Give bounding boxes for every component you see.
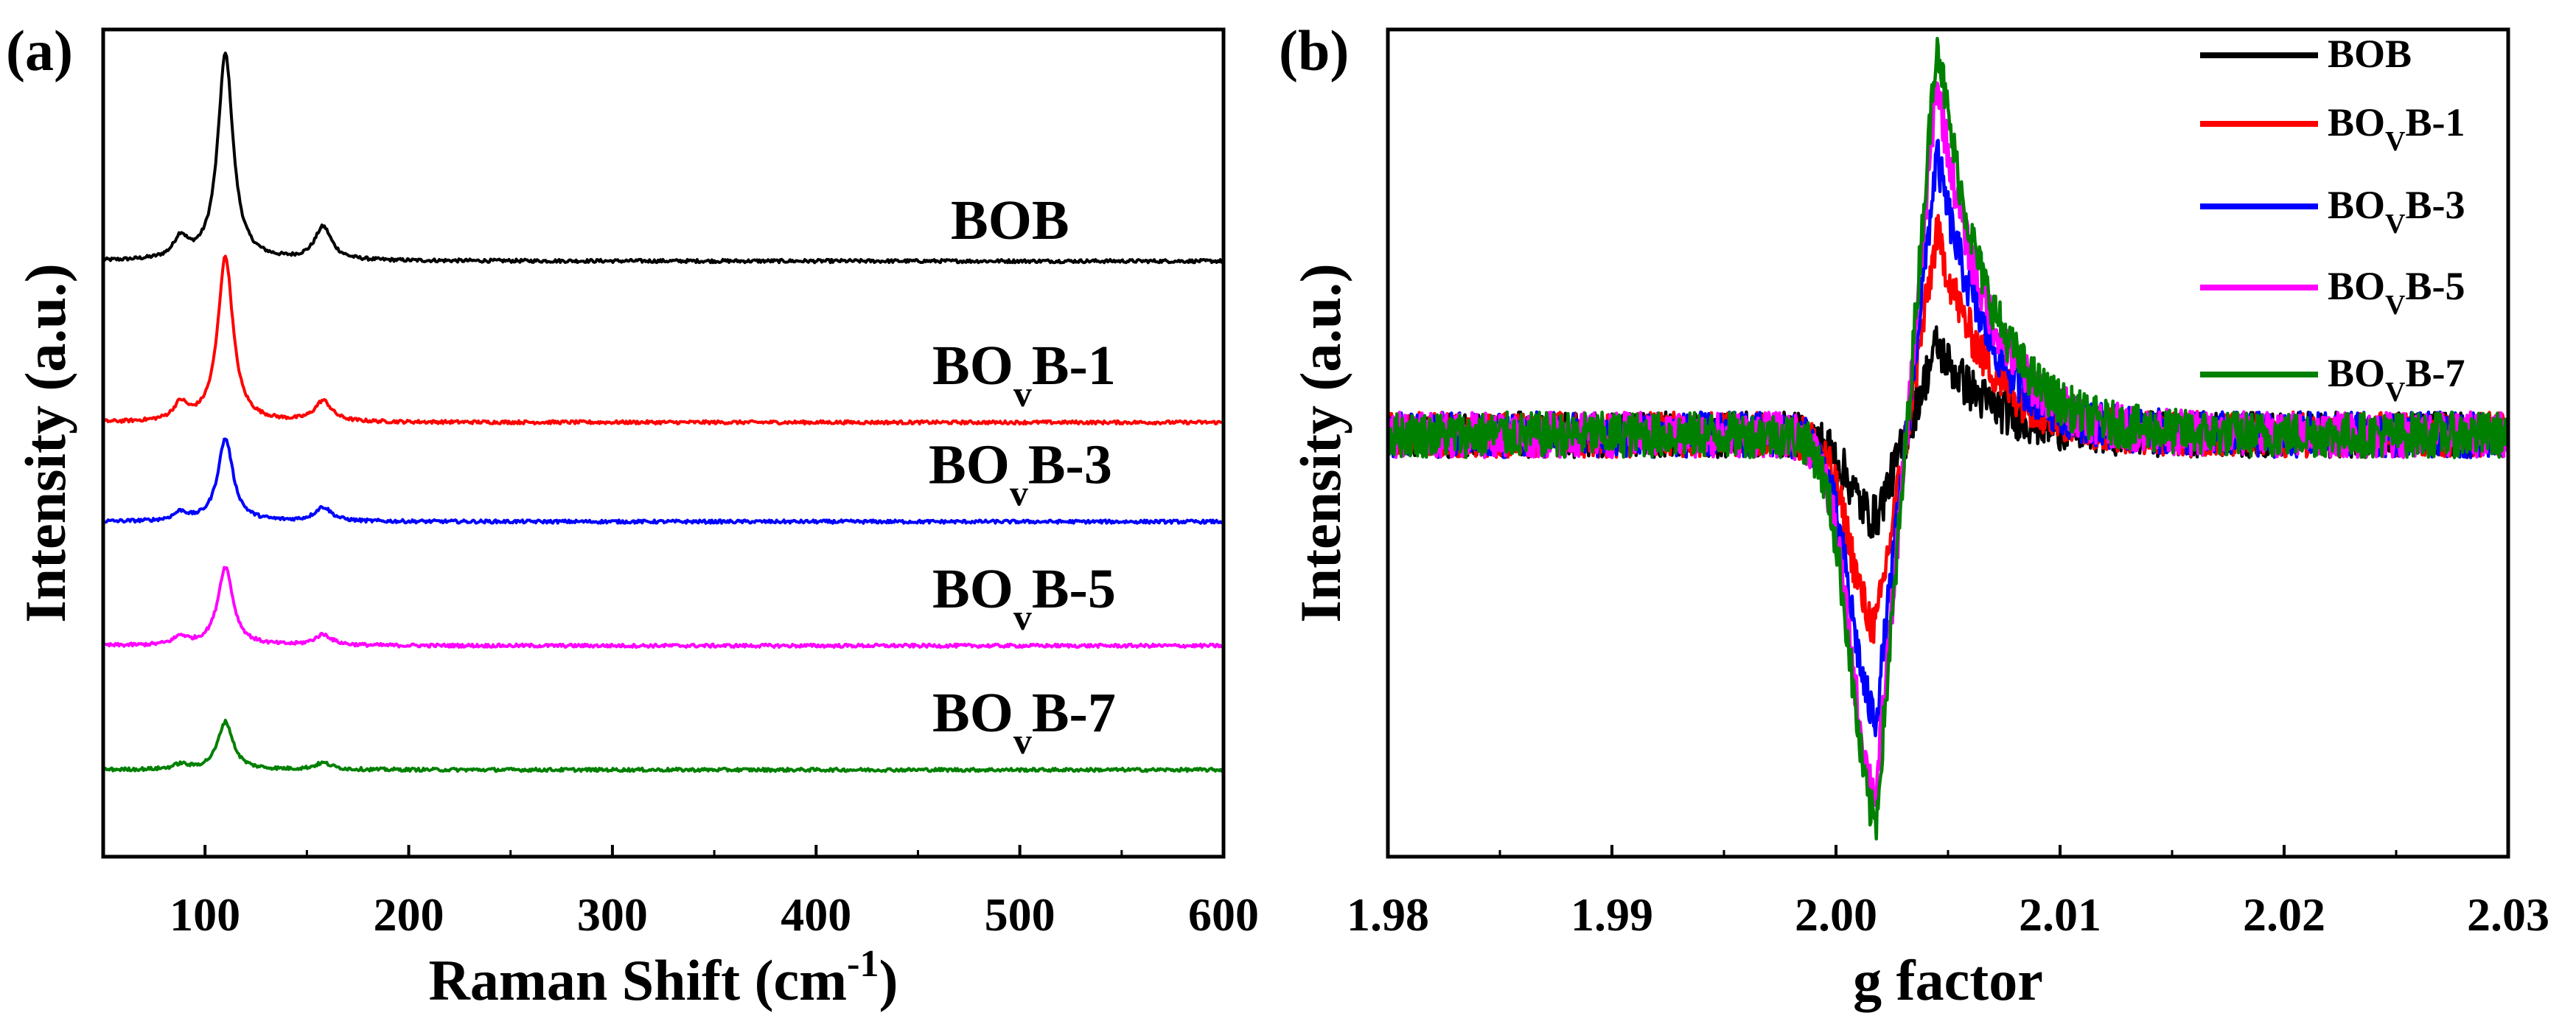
panel-b: (b) 1.98 1.99 2.00 2.01 2.02 2.03 Intensity (… (1279, 18, 2549, 1012)
panel-b-legend-label: BOVB-1 (2328, 100, 2465, 157)
panel-a-frame (101, 27, 1226, 859)
panel-a-x-axis-label-main: Raman Shift (cm (429, 948, 848, 1012)
panel-a-x-axis-label: Raman Shift (cm-1) (429, 943, 898, 1012)
panel-b-legend-label: BOB (2328, 32, 2412, 76)
panel-b-x-tick-label: 2.03 (2467, 888, 2549, 941)
panel-b-legend-label-tail: B-3 (2405, 183, 2465, 227)
panel-a-series-label-main: BO (932, 682, 1013, 744)
panel-a-series-label: BOB (951, 189, 1069, 251)
panel-b-x-ticks: 1.98 1.99 2.00 2.01 2.02 2.03 (1347, 845, 2549, 941)
panel-a-x-ticks: 100 200 300 400 500 600 (102, 845, 1259, 941)
panel-b-legend-label: BOVB-7 (2328, 351, 2465, 408)
panel-b-x-tick-label: 2.01 (2019, 888, 2101, 941)
panel-a-series-label-tail: B-3 (1028, 434, 1112, 496)
panel-a-series-label-sub: v (1010, 473, 1028, 514)
panel-b-x-axis-label: g factor (1853, 948, 2043, 1012)
panel-a-series-label: BOvB-7 (932, 682, 1116, 762)
panel-a-x-tick-label: 600 (1188, 888, 1259, 941)
panel-a-x-axis-label-sup: -1 (847, 943, 879, 985)
panel-a-y-axis-label: Intensity (a.u.) (13, 263, 77, 623)
panel-a-series-line-BOvB-3 (102, 437, 1224, 525)
panel-b-legend-label: BOVB-3 (2328, 183, 2465, 240)
panel-b-legend-label: BOVB-5 (2328, 264, 2465, 321)
panel-b-legend-label-tail: B-1 (2405, 100, 2465, 145)
panel-a-series-label-main: BO (951, 189, 1032, 251)
panel-a-x-tick-label: 400 (781, 888, 851, 941)
panel-a-series-line-BOvB-1 (102, 254, 1224, 426)
panel-a-series-line-BOvB-5 (102, 565, 1224, 650)
panel-a-x-tick-label: 200 (374, 888, 444, 941)
panel-b-x-tick-label: 2.00 (1795, 888, 1877, 941)
panel-a-series-line-BOB (102, 52, 1224, 265)
panel-a-x-tick-label: 100 (170, 888, 240, 941)
panel-a-series-label-tail: B-7 (1032, 682, 1116, 744)
panel-a-series-label-tail: B-1 (1032, 335, 1116, 397)
panel-b-legend-label-main: BOB (2328, 32, 2412, 76)
panel-a-series-label-sub: v (1013, 373, 1032, 414)
panel-a-label: (a) (6, 18, 73, 83)
panel-a: (a) 100 200 300 400 500 600 Intensity (a.u.) … (6, 18, 1259, 1012)
panel-a-series-label-tail: B-5 (1032, 558, 1116, 620)
panel-b-legend-label-sub: V (2385, 126, 2406, 157)
panel-b-legend-label-sub: V (2385, 209, 2406, 240)
panel-a-series-label: BOvB-5 (932, 558, 1116, 638)
panel-b-legend-label-main: BO (2328, 100, 2385, 145)
panel-a-series-label-tail: B (1032, 189, 1069, 251)
panel-a-series-label-main: BO (929, 434, 1010, 496)
panel-a-series-label-main: BO (932, 558, 1013, 620)
panel-b-legend-label-main: BO (2328, 183, 2385, 227)
panel-a-x-tick-label: 500 (985, 888, 1055, 941)
panel-b-x-tick-label: 1.98 (1347, 888, 1429, 941)
panel-a-series-label-main: BO (932, 335, 1013, 397)
panel-b-legend-label-tail: B-7 (2405, 351, 2465, 395)
panel-a-series-label: BOvB-1 (932, 335, 1116, 414)
panel-b-series (1386, 36, 2510, 841)
panel-b-legend-label-main: BO (2328, 264, 2385, 308)
panel-a-series-label: BOvB-3 (929, 434, 1112, 514)
panel-b-legend-label-tail: B-5 (2405, 264, 2465, 308)
panel-a-x-axis-label-tail: ) (879, 948, 898, 1012)
panel-a-series-label-sub: v (1013, 720, 1032, 762)
panel-b-x-tick-label: 1.99 (1571, 888, 1653, 941)
panel-a-series-line-BOvB-7 (102, 718, 1224, 773)
panel-b-legend-label-main: BO (2328, 351, 2385, 395)
panel-b-label: (b) (1279, 18, 1349, 83)
panel-b-y-axis-label: Intensity (a.u.) (1288, 263, 1352, 623)
panel-b-legend-label-sub: V (2385, 377, 2406, 408)
panel-a-x-tick-label: 300 (577, 888, 648, 941)
panel-a-series-label-sub: v (1013, 596, 1032, 638)
panel-b-series-line-BOvB-7 (1386, 36, 2510, 841)
panel-a-series (102, 52, 1224, 773)
panel-b-legend-label-sub: V (2385, 290, 2406, 321)
panel-b-x-tick-label: 2.02 (2243, 888, 2325, 941)
